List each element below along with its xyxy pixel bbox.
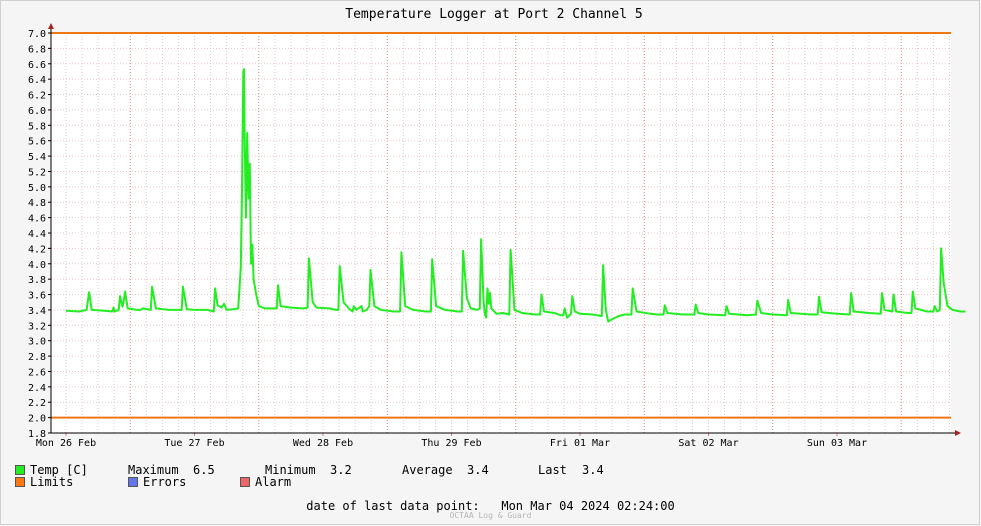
legend-errors: Errors <box>128 475 240 489</box>
legend-temp-label: Temp [C] <box>30 463 88 477</box>
y-tick-label: 1.8 <box>28 429 46 440</box>
y-tick-label: 3.2 <box>28 321 46 332</box>
x-tick-label: Fri 01 Mar <box>550 438 610 449</box>
y-tick-label: 2.4 <box>28 383 46 394</box>
last-data-point-value: Mon Mar 04 2024 02:24:00 <box>501 499 675 513</box>
chart-title: Temperature Logger at Port 2 Channel 5 <box>345 7 642 22</box>
series-temp-line <box>65 68 966 323</box>
x-tick-label: Wed 28 Feb <box>293 438 353 449</box>
legend-temp: Temp [C] <box>15 463 128 477</box>
legend-row-temp: Temp [C] Maximum 6.5 Minimum 3.2 Average… <box>15 463 604 477</box>
y-tick-label: 6.6 <box>28 60 46 71</box>
stat-last-value: 3.4 <box>582 463 604 477</box>
last-data-point-label: date of last data point: <box>306 499 480 513</box>
y-tick-label: 5.6 <box>28 137 46 148</box>
y-tick-label: 3.6 <box>28 291 46 302</box>
stat-maximum-value: 6.5 <box>193 463 215 477</box>
watermark: OCTAA Log & Guard <box>449 511 532 520</box>
y-tick-label: 7.0 <box>28 29 46 40</box>
y-tick-label: 6.2 <box>28 91 46 102</box>
y-tick-label: 2.6 <box>28 367 46 378</box>
x-tick-label: Sat 02 Mar <box>678 438 738 449</box>
y-tick-label: 5.4 <box>28 152 46 163</box>
stat-maximum-label: Maximum <box>128 463 179 477</box>
y-tick-label: 2.2 <box>28 398 46 409</box>
y-tick-label: 5.0 <box>28 183 46 194</box>
stat-average-label: Average <box>402 463 453 477</box>
legend-limits-label: Limits <box>30 475 74 489</box>
y-tick-label: 6.8 <box>28 44 46 55</box>
y-tick-label: 4.0 <box>28 260 46 271</box>
y-tick-label: 2.8 <box>28 352 46 363</box>
y-tick-label: 5.2 <box>28 167 46 178</box>
x-tick-label: Mon 26 Feb <box>36 438 96 449</box>
y-tick-label: 4.6 <box>28 214 46 225</box>
stat-minimum-label: Minimum <box>265 463 316 477</box>
stat-last-label: Last <box>538 463 567 477</box>
y-tick-label: 3.0 <box>28 337 46 348</box>
legend-temp-swatch <box>15 465 25 475</box>
x-axis-arrow-icon <box>955 430 961 436</box>
y-tick-label: 3.8 <box>28 275 46 286</box>
x-tick-label: Tue 27 Feb <box>164 438 224 449</box>
y-tick-label: 6.4 <box>28 75 46 86</box>
last-data-point: date of last data point: Mon Mar 04 2024… <box>0 499 981 513</box>
y-tick-label: 5.8 <box>28 121 46 132</box>
legend-alarm: Alarm <box>240 475 291 489</box>
y-tick-label: 6.0 <box>28 106 46 117</box>
y-tick-label: 4.8 <box>28 198 46 209</box>
legend-limits-swatch <box>15 477 25 487</box>
x-tick-label: Sun 03 Mar <box>807 438 867 449</box>
y-tick-label: 2.0 <box>28 414 46 425</box>
y-axis-arrow-icon <box>48 23 54 29</box>
y-tick-label: 3.4 <box>28 306 46 317</box>
legend-row-status: Limits Errors Alarm <box>15 475 291 489</box>
legend-alarm-label: Alarm <box>255 475 292 489</box>
legend-alarm-swatch <box>240 477 250 487</box>
y-tick-label: 4.4 <box>28 229 46 240</box>
legend-errors-label: Errors <box>143 475 187 489</box>
legend-limits: Limits <box>15 475 128 489</box>
y-tick-label: 4.2 <box>28 244 46 255</box>
legend-errors-swatch <box>128 477 138 487</box>
stat-average-value: 3.4 <box>467 463 489 477</box>
x-tick-label: Thu 29 Feb <box>421 438 481 449</box>
stat-minimum-value: 3.2 <box>330 463 352 477</box>
